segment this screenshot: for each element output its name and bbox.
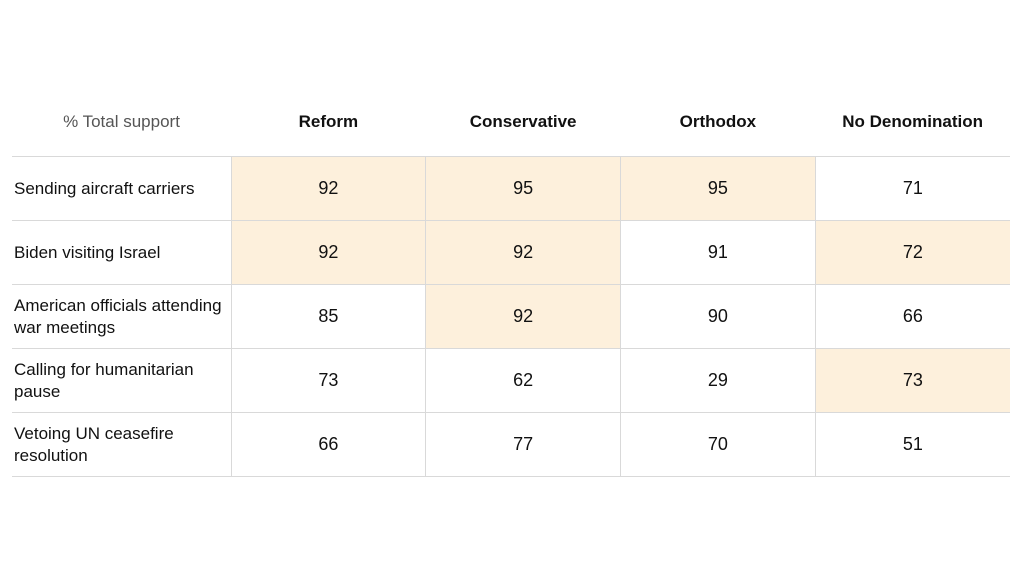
value-cell: 71 [814, 156, 1010, 221]
header-row: % Total support Reform Conservative Orth… [12, 88, 1010, 157]
value-cell: 92 [230, 156, 426, 221]
row-label: Sending aircraft carriers [12, 156, 231, 221]
value-cell: 85 [230, 284, 426, 349]
value-cell: 90 [620, 284, 816, 349]
row-label: Biden visiting Israel [12, 220, 231, 285]
value-cell: 73 [230, 348, 426, 413]
column-header: No Denomination [815, 88, 1010, 157]
value-cell: 72 [814, 220, 1010, 285]
support-table: % Total support Reform Conservative Orth… [12, 88, 1010, 477]
value-cell: 77 [425, 412, 621, 477]
row-label: Vetoing UN ceasefire resolution [12, 412, 231, 477]
row-label: American officials attending war meeting… [12, 284, 231, 349]
column-header: Reform [231, 88, 426, 157]
value-cell: 66 [814, 284, 1010, 349]
row-label: Calling for humanitarian pause [12, 348, 231, 413]
column-header: Orthodox [620, 88, 816, 157]
table-row: Biden visiting Israel 92 92 91 72 [12, 220, 1010, 285]
table-row: Vetoing UN ceasefire resolution 66 77 70 51 [12, 412, 1010, 477]
column-header: Conservative [425, 88, 621, 157]
value-cell: 91 [620, 220, 816, 285]
value-cell: 73 [814, 348, 1010, 413]
table-row: Sending aircraft carriers 92 95 95 71 [12, 156, 1010, 221]
table-row: Calling for humanitarian pause 73 62 29 73 [12, 348, 1010, 413]
value-cell: 66 [230, 412, 426, 477]
value-cell: 51 [814, 412, 1010, 477]
corner-label: % Total support [12, 88, 231, 157]
value-cell: 95 [620, 156, 816, 221]
value-cell: 92 [425, 284, 621, 349]
table-body: Sending aircraft carriers 92 95 95 71 Biden v… [12, 156, 1010, 477]
value-cell: 70 [620, 412, 816, 477]
value-cell: 92 [230, 220, 426, 285]
value-cell: 62 [425, 348, 621, 413]
table-row: American officials attending war meeting… [12, 284, 1010, 349]
value-cell: 92 [425, 220, 621, 285]
value-cell: 95 [425, 156, 621, 221]
value-cell: 29 [620, 348, 816, 413]
